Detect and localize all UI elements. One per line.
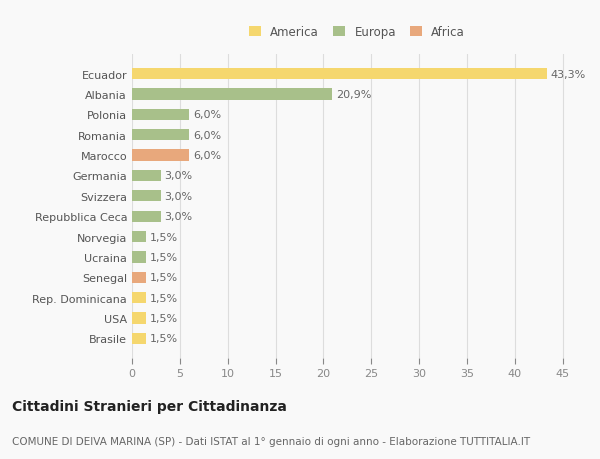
Bar — [132, 313, 146, 324]
Text: 6,0%: 6,0% — [193, 110, 221, 120]
Bar — [132, 69, 547, 80]
Bar — [132, 231, 146, 243]
Text: 1,5%: 1,5% — [150, 293, 178, 303]
Bar — [132, 333, 146, 344]
Text: 1,5%: 1,5% — [150, 273, 178, 283]
Bar — [132, 130, 190, 141]
Text: 1,5%: 1,5% — [150, 313, 178, 323]
Bar — [132, 272, 146, 283]
Text: 3,0%: 3,0% — [164, 171, 193, 181]
Text: Cittadini Stranieri per Cittadinanza: Cittadini Stranieri per Cittadinanza — [12, 399, 287, 413]
Text: 3,0%: 3,0% — [164, 212, 193, 222]
Legend: America, Europa, Africa: America, Europa, Africa — [244, 22, 470, 44]
Text: 43,3%: 43,3% — [550, 69, 586, 79]
Text: COMUNE DI DEIVA MARINA (SP) - Dati ISTAT al 1° gennaio di ogni anno - Elaborazio: COMUNE DI DEIVA MARINA (SP) - Dati ISTAT… — [12, 436, 530, 446]
Text: 1,5%: 1,5% — [150, 334, 178, 344]
Text: 1,5%: 1,5% — [150, 232, 178, 242]
Text: 6,0%: 6,0% — [193, 130, 221, 140]
Bar — [132, 211, 161, 222]
Text: 3,0%: 3,0% — [164, 191, 193, 202]
Bar — [132, 191, 161, 202]
Bar — [132, 292, 146, 303]
Bar — [132, 170, 161, 182]
Text: 20,9%: 20,9% — [336, 90, 371, 100]
Bar — [132, 110, 190, 121]
Bar — [132, 150, 190, 161]
Text: 1,5%: 1,5% — [150, 252, 178, 263]
Text: 6,0%: 6,0% — [193, 151, 221, 161]
Bar — [132, 252, 146, 263]
Bar — [132, 89, 332, 101]
